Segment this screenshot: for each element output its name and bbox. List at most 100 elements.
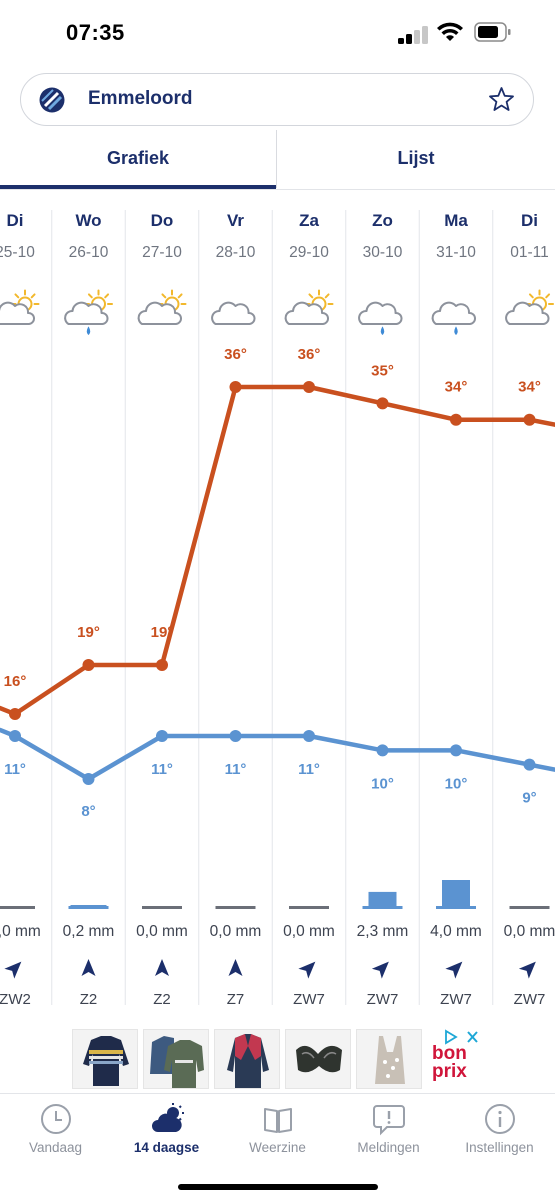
precip-bar (442, 880, 470, 908)
precip-zero-bar (142, 906, 182, 909)
cellular-signal-icon (398, 24, 430, 44)
bra-ad-icon[interactable] (285, 1029, 351, 1089)
low-temp-label: 11° (225, 761, 247, 778)
precip-base (362, 906, 403, 909)
ad-brand-line2: prix (432, 1061, 467, 1082)
home-indicator (178, 1184, 378, 1190)
low-temp-point (376, 744, 389, 757)
weather-app-logo-icon (39, 87, 65, 113)
ad-banner[interactable]: bon prix (72, 1029, 484, 1093)
ad-brand-line1: bon (432, 1043, 467, 1064)
day-name: Ma (444, 211, 468, 230)
active-tab-indicator (0, 185, 276, 189)
hoodie-ad-icon[interactable] (143, 1029, 209, 1089)
info-circle-icon (484, 1104, 515, 1134)
high-temp-label: 36° (298, 346, 321, 363)
nav-label-meldingen: Meldingen (357, 1140, 420, 1155)
wind-label: ZW7 (293, 991, 325, 1008)
precip-zero-bar (215, 906, 256, 909)
location-search-bar[interactable]: Emmeloord (20, 73, 534, 126)
nav-label-vandaag: Vandaag (28, 1140, 83, 1155)
status-time: 07:35 (66, 20, 125, 45)
status-bar: 07:35 (0, 0, 555, 66)
precip-label: 0,0 mm (283, 923, 335, 940)
tab-grafiek[interactable]: Grafiek (106, 148, 170, 168)
low-temp-label: 9° (522, 790, 536, 807)
wind-arrow-icon (518, 961, 536, 979)
bottom-navigation: Vandaag 14 daagse Weerzine Meldingen Ins… (0, 1093, 555, 1200)
precip-zero-bar (0, 906, 35, 909)
sequin-top-ad-icon[interactable] (356, 1029, 422, 1089)
day-name: Wo (75, 211, 101, 230)
nav-weerzine[interactable]: Weerzine (222, 1102, 333, 1162)
low-temp-label: 10° (371, 775, 394, 792)
high-temp-point (523, 413, 536, 426)
sun-behind-cloud-icon (505, 289, 554, 325)
nav-vandaag[interactable]: Vandaag (0, 1102, 111, 1162)
high-temp-label: 19° (77, 624, 100, 641)
high-temp-point (9, 708, 21, 721)
nav-label-14-daagse: 14 daagse (133, 1140, 200, 1155)
wind-label: ZW7 (514, 991, 546, 1008)
tabs-divider (0, 189, 555, 190)
low-temp-point (303, 730, 315, 742)
wind-arrow-icon (371, 961, 389, 979)
precip-label: 0,0 mm (0, 923, 41, 940)
tab-lijst[interactable]: Lijst (397, 148, 435, 168)
battery-icon (474, 22, 511, 42)
nav-14-daagse[interactable]: 14 daagse (111, 1102, 222, 1162)
low-temp-point (156, 730, 168, 742)
sweater-ad-icon[interactable] (72, 1029, 138, 1089)
day-name: Do (151, 211, 174, 230)
precip-label: 0,0 mm (136, 923, 188, 940)
precip-zero-bar (289, 906, 329, 909)
cloud-sun-icon (151, 1103, 184, 1132)
day-name: Vr (227, 211, 244, 230)
precip-base (436, 906, 476, 909)
precip-bar (368, 891, 397, 908)
wind-label: Z7 (227, 991, 245, 1008)
precip-label: 0,2 mm (63, 923, 115, 940)
precip-zero-bar (509, 906, 550, 909)
wind-label: Z2 (153, 991, 171, 1008)
nav-instellingen[interactable]: Instellingen (444, 1102, 555, 1162)
sun-behind-cloud-icon (284, 289, 334, 325)
ad-choices-close-icon[interactable] (444, 1029, 480, 1045)
day-date: 31-10 (436, 244, 476, 261)
day-date: 26-10 (69, 244, 109, 261)
day-date: 29-10 (289, 244, 329, 261)
day-name: Di (521, 211, 538, 230)
jacket-ad-icon[interactable] (214, 1029, 280, 1089)
location-name: Emmeloord (88, 88, 193, 109)
high-temp-label: 35° (371, 362, 394, 379)
low-temp-label: 11° (298, 761, 320, 778)
low-temp-point (229, 730, 242, 742)
wind-arrow-icon (155, 959, 169, 976)
wind-label: ZW7 (367, 991, 399, 1008)
day-date: 01-11 (510, 244, 549, 261)
wind-label: ZW2 (0, 991, 31, 1008)
high-temp-point (303, 381, 315, 393)
precip-label: 2,3 mm (357, 923, 409, 940)
forecast-chart[interactable]: Di 25-10 Wo 26-10 Do 27-10 Vr 28-10 Za 29-10 Zo 30-… (0, 190, 555, 1026)
tab-divider (276, 130, 277, 188)
ad-brand-logo[interactable]: bon prix (432, 1043, 484, 1085)
alert-bubble-icon (372, 1105, 405, 1136)
book-icon (263, 1108, 292, 1133)
wind-arrow-icon (298, 961, 316, 979)
nav-meldingen[interactable]: Meldingen (333, 1102, 444, 1162)
view-tabs: Grafiek Lijst (0, 130, 555, 190)
high-temp-label: 19° (151, 624, 174, 641)
day-date: 28-10 (216, 244, 256, 261)
precip-label: 0,0 mm (210, 923, 262, 940)
low-temp-point (9, 730, 21, 742)
cloud-rain-icon (431, 301, 476, 336)
star-outline-icon[interactable] (488, 86, 515, 113)
low-temp-label: 10° (445, 775, 468, 792)
day-name: Di (7, 211, 24, 230)
low-temp-label: 11° (4, 761, 26, 778)
clock-icon (40, 1104, 71, 1134)
high-temp-label: 36° (224, 346, 247, 363)
high-temp-point (376, 397, 389, 410)
sun-behind-cloud-icon (0, 289, 40, 325)
